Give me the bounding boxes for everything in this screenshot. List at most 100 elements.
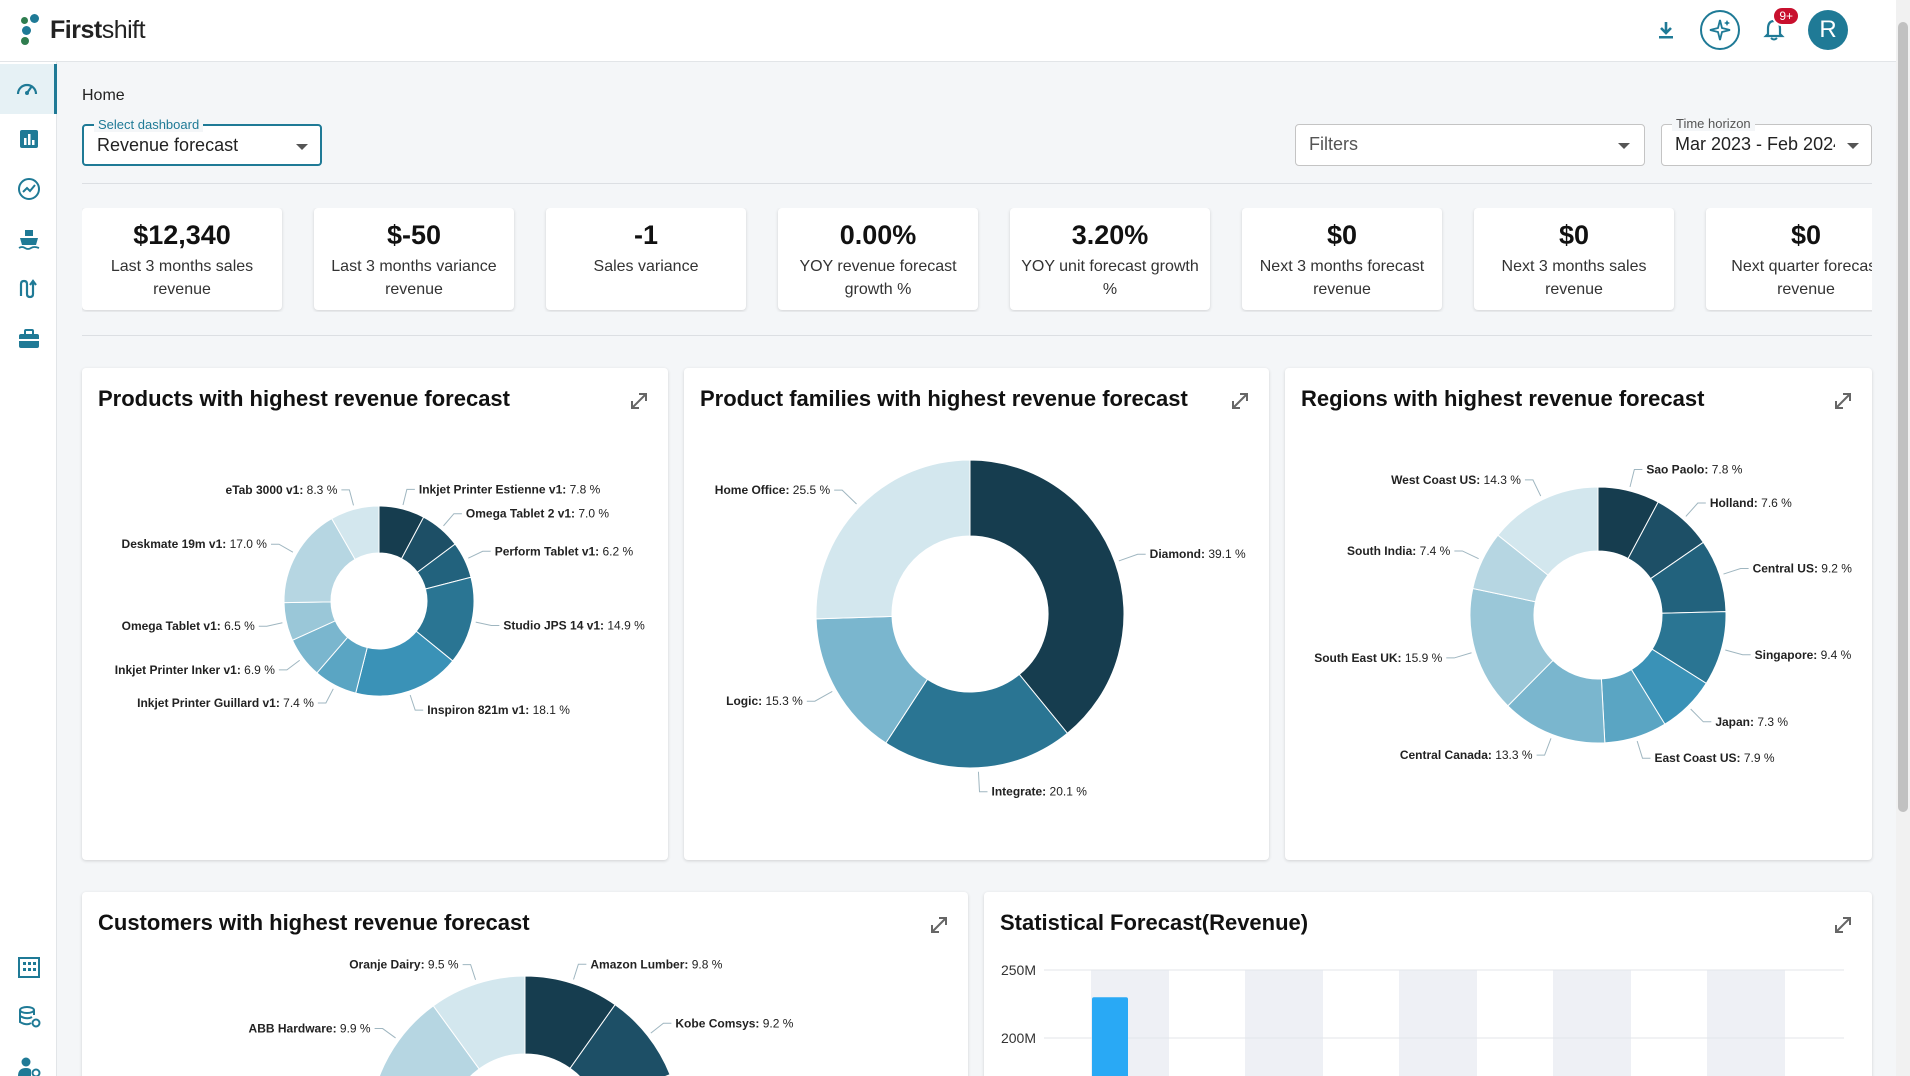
kpi-label: Sales variance — [593, 258, 699, 275]
user-gear-icon — [17, 1057, 40, 1076]
products-chart-card: Products with highest revenue forecast I… — [82, 368, 668, 860]
kpi-card: $0 Next 3 months sales revenue — [1474, 208, 1674, 310]
kpi-value: $0 — [1326, 220, 1358, 250]
notifications-button[interactable]: 9+ — [1754, 6, 1800, 50]
filters-select[interactable]: Filters — [1295, 124, 1645, 166]
leader-line — [806, 690, 833, 702]
slice-label: Home Office: 25.5 % — [715, 483, 831, 497]
kpi-label: Next quarter forecast revenue — [1731, 258, 1872, 298]
kpi-value: $-50 — [386, 220, 442, 250]
sidebar-item-routes[interactable] — [0, 264, 57, 314]
slice-label: Central US: 9.2 % — [1753, 561, 1853, 575]
leader-line — [462, 964, 477, 980]
leader-line — [1723, 567, 1749, 575]
customers-donut-chart: Amazon Lumber: 9.8 % Kobe Comsys: 9.2 % AB… — [249, 957, 794, 1076]
kpi-label: Next 3 months forecast revenue — [1259, 258, 1425, 298]
kpi-card: 3.20% YOY unit forecast growth % — [1010, 208, 1210, 310]
sidebar-item-organization[interactable] — [0, 942, 57, 992]
background-band — [1707, 970, 1785, 1076]
card-title: Regions with highest revenue forecast — [1301, 386, 1705, 411]
bar-chart-icon — [19, 130, 38, 148]
slice-label: Integrate: 20.1 % — [992, 785, 1088, 799]
pie-slice[interactable] — [331, 505, 380, 561]
expand-icon[interactable] — [1832, 914, 1854, 936]
sidebar — [0, 62, 57, 1076]
families-chart-card: Product families with highest revenue fo… — [684, 368, 1269, 860]
statistical-forecast-card: Statistical Forecast(Revenue) 250M 200M — [984, 892, 1872, 1076]
sidebar-item-trends[interactable] — [0, 164, 57, 214]
leader-line — [1454, 550, 1479, 560]
time-horizon-select[interactable]: Time horizon Mar 2023 - Feb 2024 — [1661, 116, 1872, 166]
slice-label: Oranje Dairy: 9.5 % — [349, 958, 459, 972]
app-logo[interactable]: Firstshift — [20, 14, 146, 46]
sidebar-item-supply[interactable] — [0, 214, 57, 264]
route-icon — [19, 279, 37, 299]
expand-icon[interactable] — [1832, 390, 1854, 412]
y-tick-label: 200M — [1001, 1030, 1036, 1046]
leader-line — [650, 1022, 672, 1034]
time-horizon-label: Time horizon — [1672, 116, 1755, 131]
dashboard-select[interactable]: Select dashboard Revenue forecast — [82, 117, 322, 166]
divider — [82, 335, 1872, 336]
statistical-bar-chart: 250M 200M — [1001, 962, 1844, 1076]
sparkle-icon — [1709, 19, 1731, 41]
regions-donut-chart: Sao Paolo: 7.8 % Holland: 7.6 % Central US… — [1314, 462, 1853, 765]
breadcrumb[interactable]: Home — [82, 87, 125, 104]
slice-label: Deskmate 19m v1: 17.0 % — [122, 537, 268, 551]
slice-label: Holland: 7.6 % — [1710, 496, 1792, 510]
sidebar-item-business[interactable] — [0, 314, 57, 364]
pie-slice[interactable] — [969, 459, 1125, 734]
chevron-down-icon — [1847, 143, 1859, 149]
bar[interactable] — [1092, 997, 1128, 1076]
leader-line — [468, 550, 491, 559]
slice-label: South India: 7.4 % — [1347, 544, 1451, 558]
download-button[interactable] — [1646, 10, 1686, 50]
leader-line — [317, 688, 334, 704]
leader-line — [1685, 502, 1706, 517]
time-horizon-value: Mar 2023 - Feb 2024 — [1675, 134, 1835, 154]
kpi-label: Last 3 months sales revenue — [110, 258, 254, 298]
pie-slice[interactable] — [569, 1003, 671, 1076]
sidebar-item-reports[interactable] — [0, 114, 57, 164]
pie-slice[interactable] — [815, 459, 971, 620]
ship-icon — [18, 230, 39, 250]
pie-slice[interactable] — [885, 673, 1069, 769]
top-actions: 9+ R — [1646, 6, 1848, 50]
ai-assistant-button[interactable] — [1700, 10, 1740, 50]
kpi-card: $0 Next 3 months forecast revenue — [1242, 208, 1442, 310]
kpi-label: Next 3 months sales revenue — [1501, 258, 1647, 298]
pie-slice[interactable] — [432, 975, 526, 1070]
expand-icon[interactable] — [928, 914, 950, 936]
slice-label: Inkjet Printer Estienne v1: 7.8 % — [419, 482, 601, 496]
kpi-card: 0.00% YOY revenue forecast growth % — [778, 208, 978, 310]
top-bar: Firstshift 9+ R — [0, 0, 1910, 62]
page-scrollbar[interactable] — [1896, 0, 1910, 1076]
database-gear-icon — [18, 1006, 40, 1028]
expand-icon[interactable] — [628, 390, 650, 412]
kpi-value: 0.00% — [839, 220, 917, 250]
sidebar-item-user-settings[interactable] — [0, 1042, 57, 1076]
slice-label: Omega Tablet 2 v1: 7.0 % — [466, 507, 610, 521]
expand-icon[interactable] — [1229, 390, 1251, 412]
dashboard-select-value: Revenue forecast — [97, 135, 239, 155]
kpi-card: $-50 Last 3 months variance revenue — [314, 208, 514, 310]
slice-label: Logic: 15.3 % — [726, 694, 803, 708]
kpi-value: 3.20% — [1071, 220, 1149, 250]
leader-line — [258, 622, 283, 627]
leader-line — [278, 659, 300, 671]
pie-slice[interactable] — [1497, 486, 1599, 576]
leader-line — [409, 694, 424, 711]
avatar[interactable]: R — [1808, 10, 1848, 50]
sidebar-item-data-settings[interactable] — [0, 992, 57, 1042]
scrollbar-thumb[interactable] — [1898, 22, 1908, 812]
dashboard-select-label: Select dashboard — [94, 117, 204, 132]
leader-line — [443, 513, 462, 527]
products-donut-chart: Inkjet Printer Estienne v1: 7.8 % Omega T… — [115, 482, 645, 717]
kpi-value: $0 — [1790, 220, 1822, 250]
download-icon — [1659, 22, 1673, 39]
divider — [82, 183, 1872, 184]
slice-label: Inspiron 821m v1: 18.1 % — [427, 703, 570, 717]
kpi-label: Last 3 months variance revenue — [331, 258, 497, 298]
card-title: Product families with highest revenue fo… — [700, 386, 1188, 411]
sidebar-item-dashboard[interactable] — [0, 64, 57, 114]
